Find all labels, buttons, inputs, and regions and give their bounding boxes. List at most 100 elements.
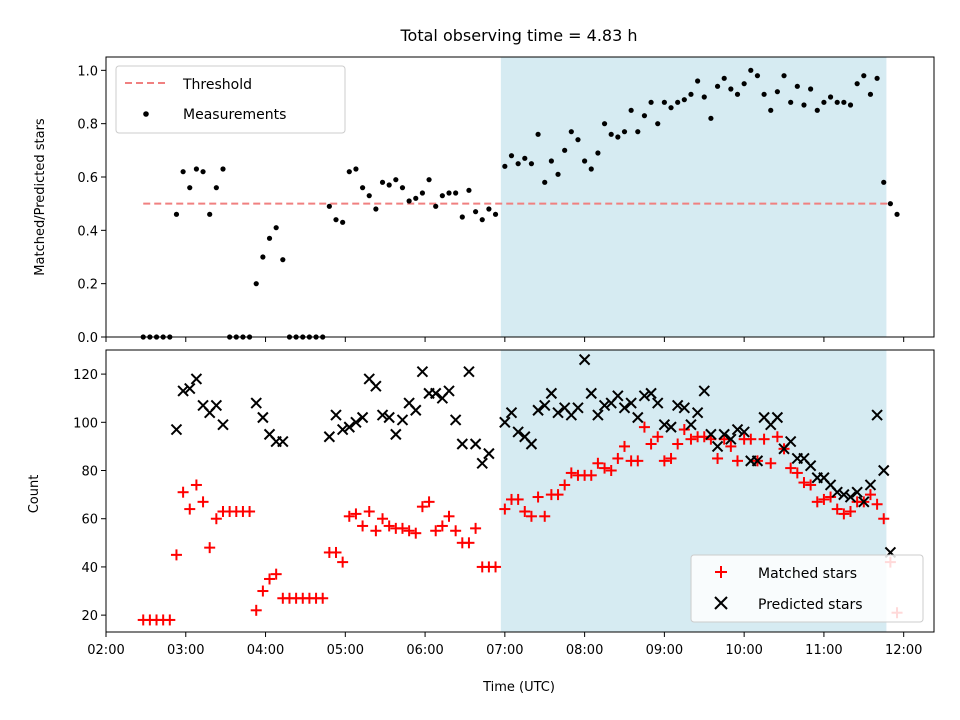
predicted-marker-b	[731, 423, 744, 436]
legend-measurements-label: Measurements	[183, 107, 286, 123]
top-legend-box	[115, 65, 346, 134]
measurement-point	[854, 81, 860, 87]
y-tick-label: 20	[81, 609, 98, 624]
measurement-point	[847, 102, 854, 108]
predicted-stars-points	[170, 353, 897, 559]
predicted-marker-b	[277, 435, 289, 448]
measurement-point	[688, 91, 694, 97]
y-tick-label: 0.0	[77, 331, 98, 346]
matched-star-marker	[499, 503, 511, 515]
measurement-point	[861, 73, 867, 79]
matched-star-marker	[758, 433, 770, 445]
matched-star-marker	[396, 522, 408, 534]
matched-star-marker	[250, 604, 262, 616]
bottom-y-axis-label: Count	[27, 475, 42, 514]
measurement-point	[675, 99, 681, 105]
predicted-marker-b	[210, 399, 223, 412]
y-tick-label: 60	[81, 513, 98, 528]
predicted-marker-b	[539, 399, 551, 412]
measurement-point	[808, 86, 814, 92]
bottom-legend: Matched stars Predicted stars	[690, 554, 924, 623]
matched-star-marker	[330, 546, 342, 558]
matched-star-marker	[712, 452, 724, 464]
predicted-star-marker	[430, 387, 442, 400]
measurement-point	[260, 254, 266, 260]
matched-star-marker	[592, 457, 604, 469]
measurement-point	[887, 201, 893, 207]
legend-predicted-swatch	[714, 596, 728, 610]
measurement-point	[575, 137, 581, 143]
predicted-star-marker	[343, 421, 356, 433]
matched-star-marker	[585, 469, 597, 481]
predicted-marker-b	[403, 397, 415, 409]
predicted-marker-b	[844, 491, 857, 503]
measurement-point	[867, 91, 874, 97]
matched-star-marker	[350, 508, 362, 520]
legend-measurements-swatch	[143, 111, 149, 117]
matched-star-marker	[599, 462, 611, 474]
predicted-star-marker	[512, 426, 524, 438]
predicted-star-marker	[190, 373, 203, 385]
matched-star-marker	[264, 573, 276, 585]
predicted-marker-b	[390, 428, 402, 441]
predicted-marker-b	[410, 404, 422, 416]
matched-star-marker	[512, 493, 524, 505]
predicted-star-marker	[711, 440, 724, 453]
matched-star-marker	[197, 496, 209, 508]
predicted-star-marker	[416, 365, 429, 378]
predicted-star-marker	[396, 414, 409, 426]
matched-star-marker	[771, 431, 783, 443]
predicted-star-marker	[804, 459, 817, 472]
matched-star-marker	[765, 457, 777, 469]
predicted-star-marker	[177, 385, 189, 397]
matched-star-marker	[811, 496, 823, 508]
measurement-point	[781, 73, 787, 79]
matched-star-marker	[184, 503, 196, 515]
bottom-panel: 20 40 60 80 100 120 02:00 03:00 04:00 05:00 06:00…	[27, 349, 935, 695]
predicted-star-marker	[652, 397, 664, 409]
measurement-point	[741, 81, 747, 87]
predicted-star-marker	[356, 411, 369, 424]
predicted-star-marker	[625, 397, 637, 409]
predicted-marker-b	[363, 373, 375, 385]
matched-star-marker	[652, 431, 664, 443]
measurement-point	[492, 211, 499, 217]
predicted-marker-b	[463, 365, 475, 378]
measurement-point	[788, 99, 794, 105]
matched-star-marker	[871, 498, 883, 510]
measurement-point	[608, 131, 614, 137]
measurement-point	[601, 121, 608, 127]
predicted-star-marker	[323, 431, 336, 443]
measurement-point	[399, 185, 406, 191]
predicted-star-marker	[618, 402, 631, 414]
predicted-marker-b	[851, 486, 863, 498]
predicted-marker-b	[698, 385, 710, 397]
matched-star-marker	[416, 501, 428, 513]
y-tick-label: 100	[73, 416, 98, 431]
predicted-marker-b	[612, 390, 624, 402]
measurement-point	[413, 195, 419, 201]
matched-star-marker	[552, 489, 564, 501]
measurement-point	[439, 193, 445, 199]
predicted-marker-b	[336, 423, 349, 436]
matched-star-marker	[204, 542, 216, 554]
predicted-star-marker	[738, 426, 750, 438]
measurement-point	[446, 190, 452, 196]
measurement-point	[721, 75, 727, 81]
predicted-star-marker	[844, 491, 857, 503]
predicted-marker-b	[257, 411, 269, 424]
predicted-marker-b	[430, 387, 442, 400]
predicted-star-marker	[578, 353, 591, 366]
predicted-marker-b	[784, 435, 797, 448]
matched-star-marker	[430, 525, 442, 537]
measurement-point	[734, 91, 741, 97]
predicted-marker-b	[625, 397, 637, 409]
bottom-x-ticks: 02:00 03:00 04:00 05:00 06:00 07:00 08:00 09:00…	[87, 632, 922, 658]
measurement-point	[621, 129, 628, 135]
matched-star-marker	[665, 452, 677, 464]
measurement-point	[548, 158, 554, 164]
chart-title: Total observing time = 4.83 h	[399, 26, 637, 45]
measurement-point	[761, 91, 767, 97]
measurement-point	[562, 147, 568, 153]
